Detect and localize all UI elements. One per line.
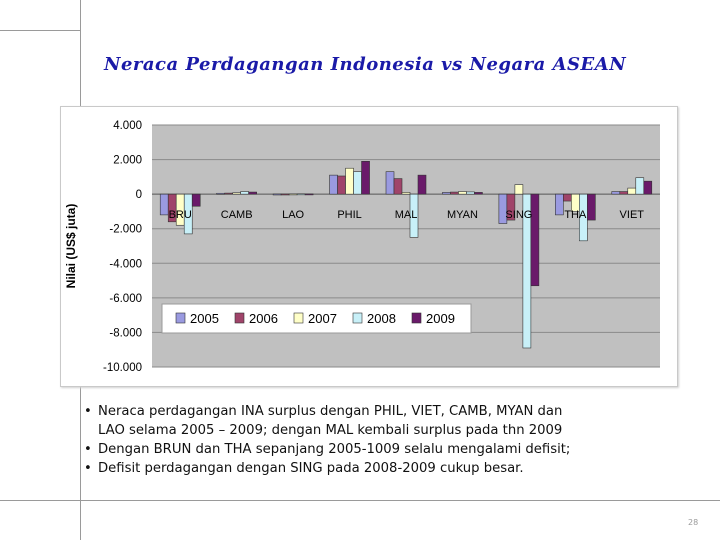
bar bbox=[393, 178, 403, 195]
bullet-list: • Neraca perdagangan INA surplus dengan … bbox=[84, 402, 704, 478]
legend-swatch bbox=[234, 312, 245, 324]
bar bbox=[611, 191, 621, 195]
bullet-item: • Defisit perdagangan dengan SING pada 2… bbox=[84, 459, 704, 478]
bar bbox=[296, 193, 306, 196]
bar bbox=[240, 191, 249, 195]
bar bbox=[280, 193, 290, 196]
bar bbox=[619, 191, 629, 195]
bar bbox=[159, 193, 169, 216]
legend-label: 2009 bbox=[426, 311, 455, 326]
x-category-label: MAL bbox=[395, 209, 418, 221]
legend-label: 2005 bbox=[190, 311, 219, 326]
y-tick-label: 0 bbox=[136, 189, 142, 201]
bar bbox=[337, 175, 346, 195]
y-tick-label: -10.000 bbox=[103, 362, 142, 374]
x-category-label: BRU bbox=[169, 209, 192, 221]
y-axis-label: Nilai (US$ juta) bbox=[64, 204, 78, 289]
bar bbox=[563, 193, 572, 202]
legend-swatch bbox=[411, 312, 422, 324]
bar bbox=[442, 192, 451, 195]
bar bbox=[514, 184, 524, 195]
slide-title: Neraca Perdagangan Indonesia vs Negara A… bbox=[104, 54, 627, 75]
bar bbox=[385, 171, 395, 195]
bullet-text: Defisit perdagangan dengan SING pada 200… bbox=[98, 461, 524, 476]
bullet-dot-icon: • bbox=[84, 461, 92, 476]
bar bbox=[345, 167, 354, 195]
legend-label: 2006 bbox=[249, 311, 278, 326]
chart-container: 4.000 2.000 0 -2.000 -4.000 -6.000 -8.000 -10.0… bbox=[60, 106, 678, 387]
bar bbox=[587, 193, 596, 221]
bar bbox=[353, 171, 362, 195]
bar bbox=[304, 193, 314, 196]
bar bbox=[466, 191, 475, 195]
x-category-label: VIET bbox=[620, 209, 645, 221]
y-tick-label: -2.000 bbox=[109, 224, 142, 236]
bar bbox=[232, 192, 241, 195]
bar bbox=[627, 187, 637, 195]
bullet-dot-icon: • bbox=[84, 442, 92, 457]
y-tick-label: 2.000 bbox=[113, 155, 142, 167]
legend-label: 2007 bbox=[308, 311, 337, 326]
bar bbox=[635, 177, 645, 195]
bar bbox=[248, 191, 257, 195]
y-tick-label: -6.000 bbox=[109, 293, 142, 305]
legend-label: 2008 bbox=[367, 311, 396, 326]
x-category-label: LAO bbox=[282, 209, 304, 221]
x-category-label: THA bbox=[564, 209, 587, 221]
bar bbox=[643, 180, 653, 195]
bar bbox=[183, 193, 193, 235]
bar bbox=[224, 192, 233, 195]
legend-swatch bbox=[293, 312, 304, 324]
bar bbox=[361, 160, 370, 195]
bar bbox=[329, 174, 338, 195]
legend-swatch bbox=[352, 312, 363, 324]
bullet-item: • Neraca perdagangan INA surplus dengan … bbox=[84, 402, 704, 440]
bar bbox=[417, 174, 427, 195]
bar bbox=[216, 192, 225, 195]
bar bbox=[450, 191, 459, 195]
y-tick-label: -8.000 bbox=[109, 327, 142, 339]
page-number: 28 bbox=[688, 518, 699, 527]
bar bbox=[409, 193, 419, 238]
x-category-label: PHIL bbox=[337, 209, 361, 221]
legend-swatch bbox=[175, 312, 186, 324]
bullet-item: • Dengan BRUN dan THA sepanjang 2005-100… bbox=[84, 440, 704, 459]
bar bbox=[506, 193, 516, 221]
footer-divider bbox=[0, 500, 720, 501]
y-tick-label: 4.000 bbox=[113, 120, 142, 132]
bullet-text: Neraca perdagangan INA surplus dengan PH… bbox=[98, 404, 563, 419]
bar bbox=[555, 193, 564, 216]
x-category-label: SING bbox=[505, 209, 532, 221]
bar bbox=[474, 192, 483, 195]
bar bbox=[401, 192, 411, 195]
x-category-label: MYAN bbox=[447, 209, 478, 221]
bar bbox=[272, 193, 282, 196]
bar-chart: 4.000 2.000 0 -2.000 -4.000 -6.000 -8.000 -10.0… bbox=[64, 120, 660, 374]
bar bbox=[530, 193, 540, 287]
bullet-dot-icon: • bbox=[84, 404, 92, 419]
bullet-text-continued: LAO selama 2005 – 2009; dengan MAL kemba… bbox=[98, 423, 563, 438]
bar bbox=[458, 191, 467, 195]
bar bbox=[191, 193, 201, 207]
y-tick-label: -4.000 bbox=[109, 258, 142, 270]
bar bbox=[288, 193, 298, 196]
bullet-text: Dengan BRUN dan THA sepanjang 2005-1009 … bbox=[98, 442, 571, 457]
frame-corner bbox=[0, 0, 81, 31]
x-category-label: CAMB bbox=[221, 209, 253, 221]
